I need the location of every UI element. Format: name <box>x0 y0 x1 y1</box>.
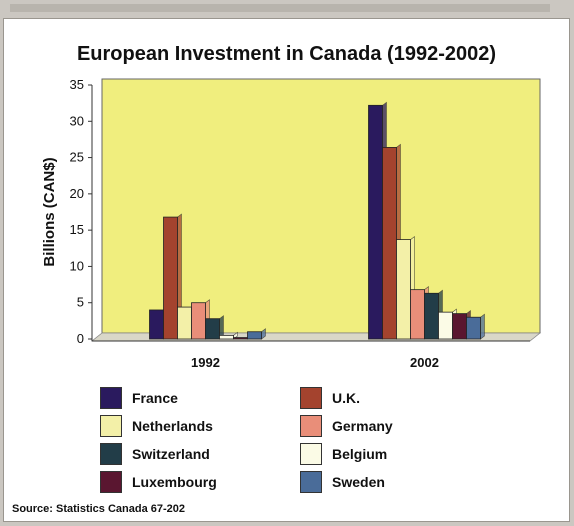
legend-label: Sweden <box>332 474 385 490</box>
bar-uk-1992 <box>163 216 178 340</box>
legend-label: Belgium <box>332 446 388 462</box>
y-tick-label: 10 <box>70 258 84 273</box>
bar-belgium-2002 <box>438 311 453 340</box>
background-text-line <box>10 4 550 12</box>
x-tick-label: 1992 <box>191 355 220 370</box>
y-tick-label: 5 <box>77 295 84 310</box>
bar-luxembourg-2002 <box>452 313 467 340</box>
bar-germany-2002 <box>410 289 425 340</box>
legend-item: Germany <box>300 415 393 437</box>
chart-legend: France U.K. Netherlands Germany Switzerland B… <box>100 387 480 507</box>
legend-item: France <box>100 387 178 409</box>
y-tick-label: 25 <box>70 150 84 165</box>
bar-sweden-1992 <box>247 331 262 340</box>
legend-swatch <box>100 443 122 465</box>
legend-label: Netherlands <box>132 418 213 434</box>
legend-item: Netherlands <box>100 415 213 437</box>
bar-germany-1992 <box>191 302 206 340</box>
bar-sweden-2002 <box>466 316 481 340</box>
legend-swatch <box>100 415 122 437</box>
y-tick-label: 35 <box>70 77 84 92</box>
legend-item: Belgium <box>300 443 387 465</box>
legend-item: Switzerland <box>100 443 210 465</box>
legend-swatch <box>100 471 122 493</box>
bar-luxembourg-1992 <box>233 337 248 340</box>
bar-switzerland-1992 <box>205 318 220 340</box>
bar-netherlands-2002 <box>396 239 411 340</box>
bar-belgium-1992 <box>219 334 234 340</box>
y-tick-label: 0 <box>77 331 84 346</box>
bar-france-1992 <box>149 309 164 340</box>
legend-label: Germany <box>332 418 393 434</box>
legend-swatch <box>300 387 322 409</box>
bar-side <box>480 313 485 340</box>
legend-label: Switzerland <box>132 446 210 462</box>
legend-item: Sweden <box>300 471 385 493</box>
legend-swatch <box>100 387 122 409</box>
legend-item: U.K. <box>300 387 360 409</box>
chart-plot: 0 5 10 15 20 25 30 35 Billions (CAN$) 1992 2002 <box>41 77 542 370</box>
y-tick-label: 30 <box>70 113 84 128</box>
legend-swatch <box>300 443 322 465</box>
legend-label: U.K. <box>332 390 360 406</box>
chart-card: 0 5 10 15 20 25 30 35 Billions (CAN$) 1992 2002 Eu… <box>3 18 570 522</box>
legend-swatch <box>300 471 322 493</box>
bar-france-2002 <box>368 104 383 340</box>
legend-label: France <box>132 390 178 406</box>
y-tick-label: 20 <box>70 186 84 201</box>
bar-netherlands-1992 <box>177 306 192 340</box>
y-axis-label: Billions (CAN$) <box>41 157 58 266</box>
source-note: Source: Statistics Canada 67-202 <box>12 503 186 515</box>
legend-label: Luxembourg <box>132 474 217 490</box>
bar-switzerland-2002 <box>424 292 439 340</box>
legend-swatch <box>300 415 322 437</box>
x-tick-label: 2002 <box>410 355 439 370</box>
legend-item: Luxembourg <box>100 471 217 493</box>
y-tick-label: 15 <box>70 222 84 237</box>
chart-title: European Investment in Canada (1992-2002… <box>76 43 497 65</box>
bar-uk-2002 <box>382 147 397 340</box>
